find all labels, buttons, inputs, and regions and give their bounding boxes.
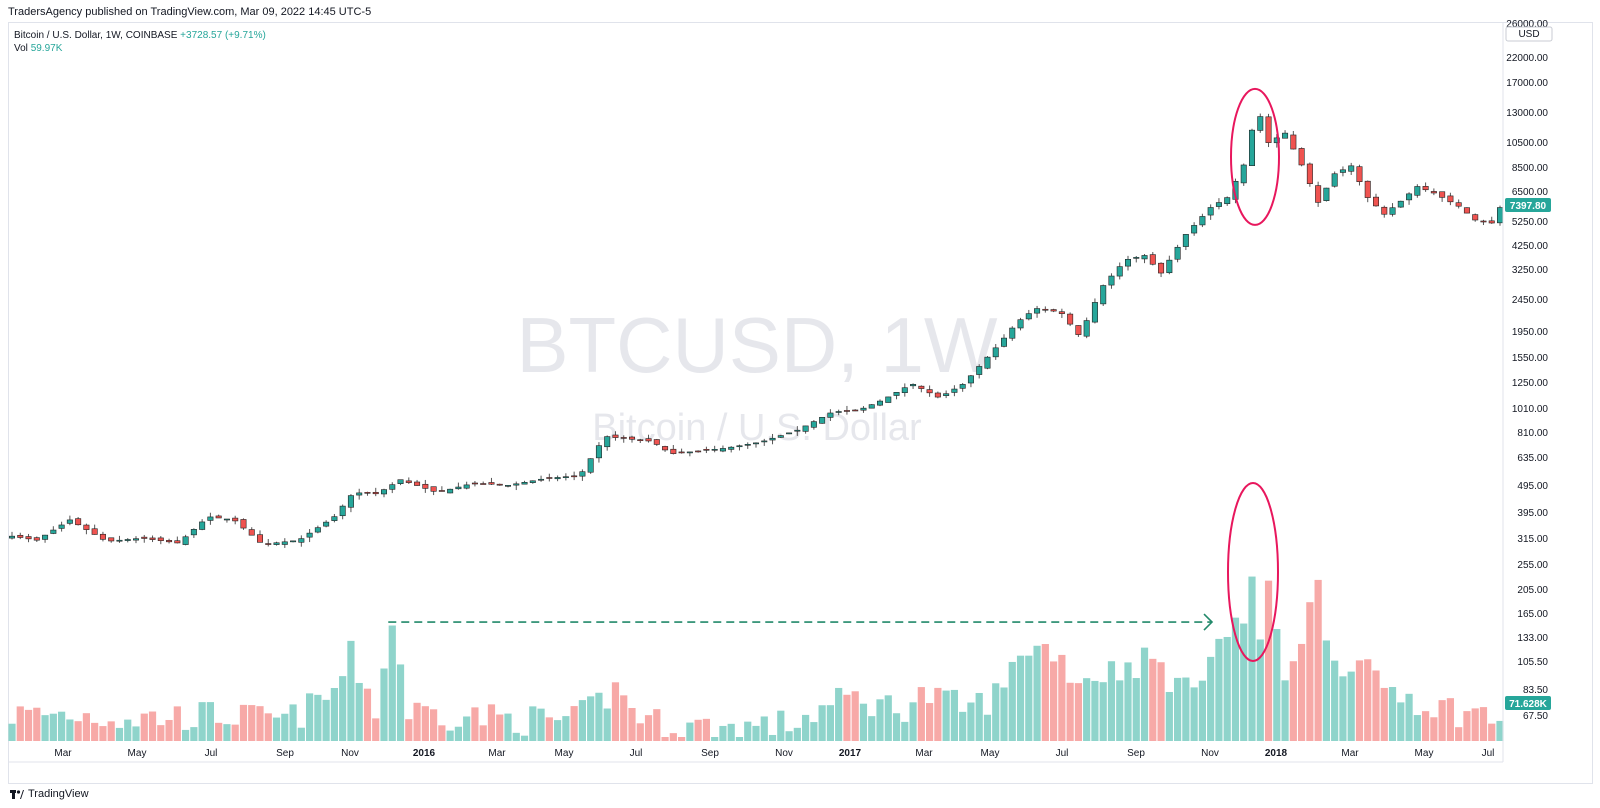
footer-brand: TradingView bbox=[28, 788, 89, 800]
legend-volume-row: Vol 59.97K bbox=[14, 42, 266, 55]
legend-change: +3728.57 (+9.71%) bbox=[180, 30, 266, 41]
tradingview-logo-icon bbox=[10, 790, 24, 799]
legend-symbol-row: Bitcoin / U.S. Dollar, 1W, COINBASE +372… bbox=[14, 29, 266, 42]
footer: TradingView bbox=[10, 788, 89, 800]
legend-vol-value: 59.97K bbox=[30, 43, 63, 54]
chart-legend: Bitcoin / U.S. Dollar, 1W, COINBASE +372… bbox=[14, 29, 266, 55]
chart-frame bbox=[8, 22, 1593, 784]
legend-vol-label: Vol bbox=[14, 43, 28, 54]
publisher-line: TradersAgency published on TradingView.c… bbox=[8, 6, 372, 18]
legend-symbol: Bitcoin / U.S. Dollar, 1W, COINBASE bbox=[14, 30, 178, 41]
